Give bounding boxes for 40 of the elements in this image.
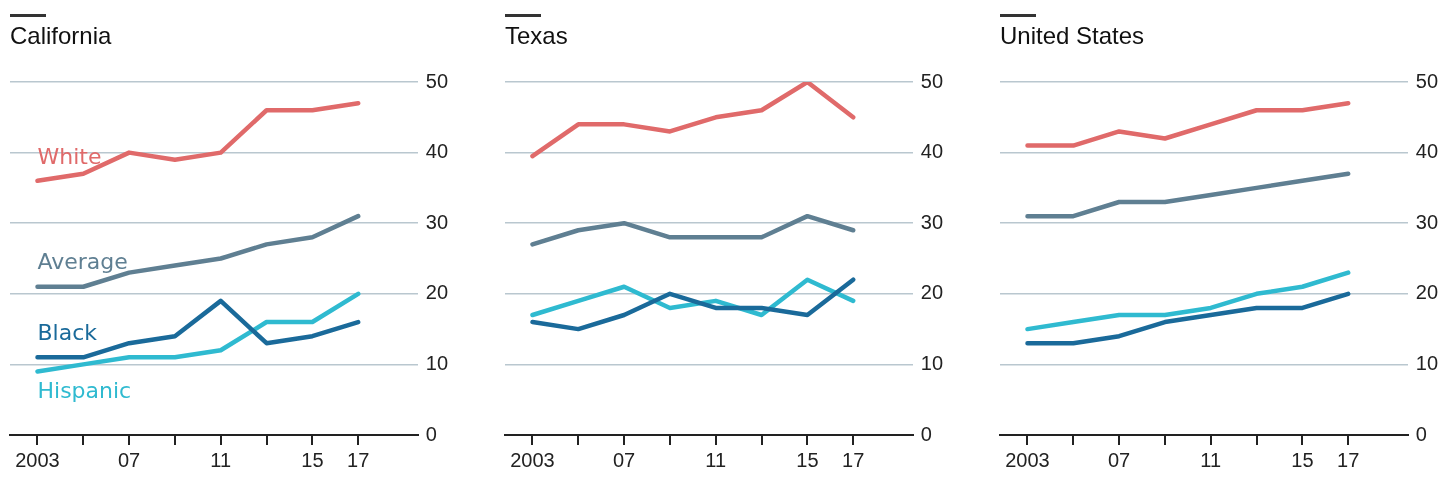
x-tick-label: 2003 (1005, 448, 1050, 471)
x-tick-label: 17 (1337, 448, 1360, 471)
y-tick-label: 40 (920, 140, 943, 163)
series-label: White (37, 143, 102, 169)
chart-title: United States (1000, 22, 1145, 50)
y-tick-label: 40 (425, 140, 448, 163)
x-tick-label: 07 (117, 448, 141, 471)
x-tick-label: 15 (301, 448, 324, 471)
y-tick-label: 30 (425, 210, 448, 233)
series-label: Hispanic (37, 378, 132, 404)
series-label: Black (37, 320, 98, 346)
y-tick-label: 0 (920, 422, 932, 445)
y-tick-label: 20 (920, 281, 943, 304)
x-tick-label: 07 (1107, 448, 1131, 471)
y-tick-label: 40 (1415, 140, 1438, 163)
chart-title: Texas (505, 22, 568, 50)
y-tick-label: 30 (1415, 210, 1438, 233)
y-tick-label: 10 (1415, 351, 1438, 374)
x-tick-label: 15 (1291, 448, 1314, 471)
x-tick-label: 11 (1200, 448, 1222, 471)
x-tick-label: 11 (705, 448, 727, 471)
x-tick-label: 15 (796, 448, 819, 471)
y-tick-label: 50 (425, 69, 448, 92)
y-tick-label: 0 (425, 422, 437, 445)
y-tick-label: 0 (1415, 422, 1427, 445)
y-tick-label: 50 (1415, 69, 1438, 92)
y-tick-label: 20 (1415, 281, 1438, 304)
y-tick-label: 10 (920, 351, 943, 374)
x-tick-label: 2003 (510, 448, 555, 471)
x-tick-label: 07 (612, 448, 636, 471)
y-tick-label: 20 (425, 281, 448, 304)
chart-title: California (10, 22, 112, 50)
x-tick-label: 17 (842, 448, 865, 471)
y-tick-label: 10 (425, 351, 448, 374)
x-tick-label: 11 (210, 448, 232, 471)
y-tick-label: 50 (920, 69, 943, 92)
x-tick-label: 2003 (15, 448, 60, 471)
series-label: Average (37, 249, 128, 275)
x-tick-label: 17 (347, 448, 370, 471)
y-tick-label: 30 (920, 210, 943, 233)
